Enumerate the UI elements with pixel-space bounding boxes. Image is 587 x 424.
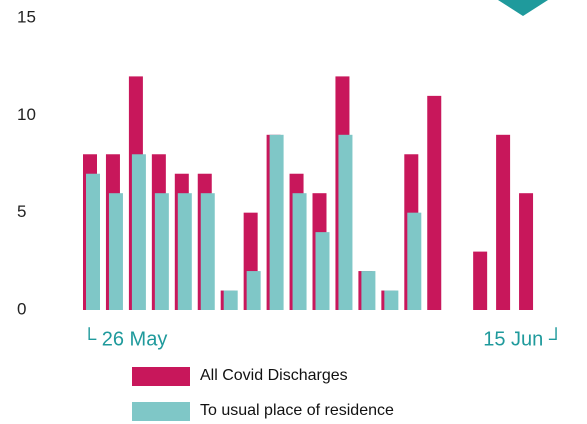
legend-label: All Covid Discharges xyxy=(200,367,348,384)
y-tick-label: 10 xyxy=(17,105,36,124)
legend-swatch xyxy=(132,402,190,421)
x-tick-label: └ 26 May xyxy=(82,326,167,350)
bar xyxy=(200,193,215,310)
bar xyxy=(292,193,307,310)
bar xyxy=(223,290,238,310)
bar xyxy=(108,193,123,310)
bar xyxy=(473,251,488,310)
bar xyxy=(154,193,169,310)
bar xyxy=(384,290,399,310)
legend-label: To usual place of residence xyxy=(200,402,394,419)
bar xyxy=(246,271,261,310)
y-tick-label: 15 xyxy=(17,7,36,26)
bar xyxy=(496,134,511,310)
x-tick-label: 15 Jun ┘ xyxy=(483,326,563,350)
y-tick-label: 5 xyxy=(17,202,26,221)
bar xyxy=(315,232,330,310)
bar xyxy=(177,193,192,310)
bar xyxy=(338,134,353,310)
bar xyxy=(86,173,100,310)
bar xyxy=(131,154,146,310)
legend-swatch xyxy=(132,367,190,386)
y-tick-label: 0 xyxy=(17,299,26,318)
bar xyxy=(361,271,376,310)
bar xyxy=(427,95,442,310)
bar xyxy=(519,193,534,310)
decoration xyxy=(498,0,548,16)
bar xyxy=(407,212,422,310)
bar xyxy=(269,134,284,310)
